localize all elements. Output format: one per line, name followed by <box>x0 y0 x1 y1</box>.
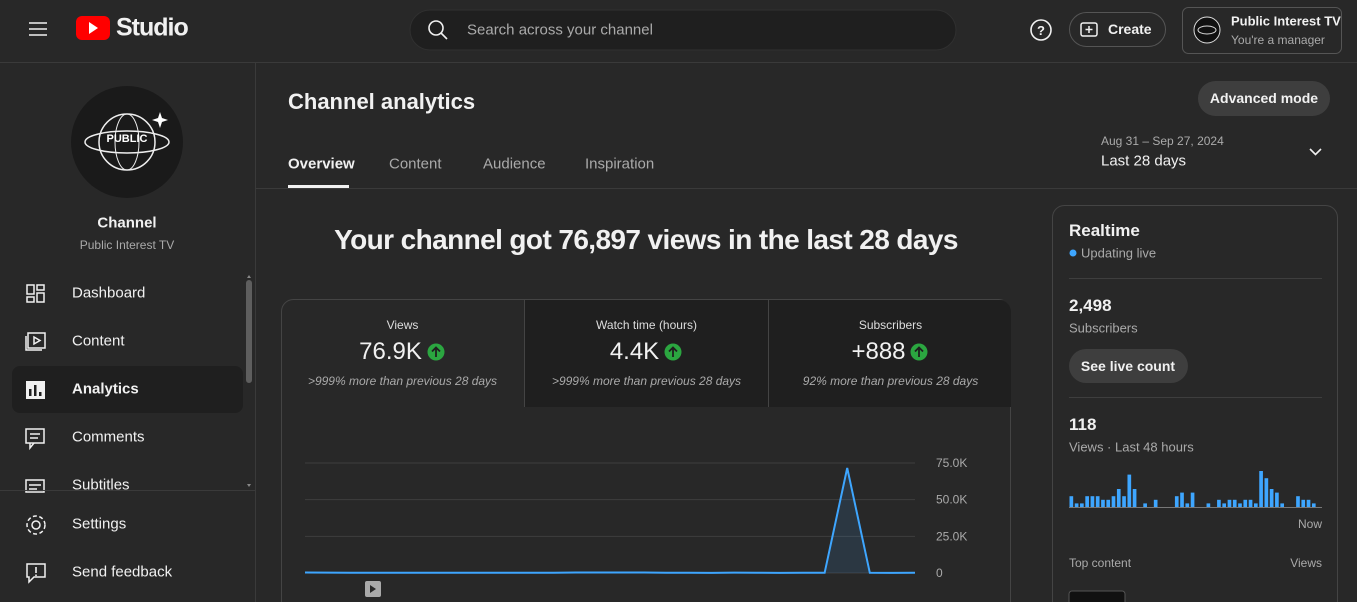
tab[interactable]: Audience <box>483 155 546 173</box>
tab[interactable]: Overview <box>288 155 355 173</box>
account-name[interactable]: Public Interest TV <box>1231 13 1341 29</box>
top-content-label: Top content <box>1069 556 1132 570</box>
bar <box>1090 496 1095 507</box>
bar <box>1074 503 1079 507</box>
bar <box>1248 499 1253 507</box>
metric-value[interactable]: +888 <box>851 338 906 365</box>
nav-item[interactable]: Comments <box>72 428 145 446</box>
bar <box>1080 503 1084 507</box>
bar <box>1238 503 1242 507</box>
period[interactable]: Last 28 days <box>1101 152 1187 170</box>
nav-item[interactable]: Subtitles <box>72 476 130 494</box>
subscribers-label: Subscribers <box>1069 320 1138 336</box>
metric-label: Watch time (hours) <box>596 318 697 332</box>
bar <box>1259 471 1263 507</box>
bar <box>1190 492 1195 507</box>
views-column-label: Views <box>1290 556 1322 570</box>
tab[interactable]: Inspiration <box>585 155 655 173</box>
channel-label: Channel <box>97 214 157 232</box>
views-chart: 0 25.0K 50.0K 75.0K <box>304 456 967 580</box>
advanced-mode-button[interactable]: Advanced mode <box>1209 90 1319 106</box>
bar <box>1301 499 1306 507</box>
metric-label: Views <box>386 318 419 332</box>
bar <box>1095 496 1100 507</box>
bar <box>1217 499 1221 507</box>
nav-item[interactable]: Settings <box>72 515 127 533</box>
search-input[interactable]: Search across your channel <box>467 21 653 39</box>
bar <box>1101 499 1105 507</box>
bar <box>1296 496 1300 507</box>
bar <box>1275 492 1279 507</box>
metric-change: 92% more than previous 28 days <box>802 374 979 388</box>
y-tick-label: 0 <box>936 566 943 580</box>
bar <box>1153 499 1158 507</box>
bar <box>1122 496 1126 507</box>
bar <box>1243 499 1248 507</box>
bar <box>1264 478 1269 507</box>
bar <box>1227 499 1232 507</box>
now-label: Now <box>1297 517 1322 531</box>
bar <box>1311 503 1316 507</box>
realtime-title: Realtime <box>1069 221 1140 240</box>
bar <box>1180 492 1184 507</box>
nav-item[interactable]: Dashboard <box>72 284 146 302</box>
bar <box>1280 503 1285 507</box>
metric-change: >999% more than previous 28 days <box>307 374 498 388</box>
bar <box>1253 503 1258 507</box>
bar <box>1132 489 1137 507</box>
metric-value[interactable]: 4.4K <box>609 338 660 365</box>
nav-item[interactable]: Send feedback <box>72 563 173 581</box>
date-range[interactable]: Aug 31 – Sep 27, 2024 <box>1101 134 1224 148</box>
channel-name: Public Interest TV <box>79 238 175 252</box>
metric-change: >999% more than previous 28 days <box>551 374 742 388</box>
bar <box>1206 503 1211 507</box>
nav-item[interactable]: Content <box>72 332 125 350</box>
metric-value[interactable]: 76.9K <box>359 338 422 365</box>
bar <box>1116 489 1121 507</box>
hourly-views-chart <box>1069 471 1316 507</box>
metric-label: Subscribers <box>858 318 923 332</box>
account-role: You're a manager <box>1231 33 1325 47</box>
y-tick-label: 50.0K <box>936 493 967 507</box>
bar <box>1111 496 1116 507</box>
bar <box>1222 503 1227 507</box>
realtime-status: Updating live <box>1081 245 1157 261</box>
bar <box>1174 496 1179 507</box>
logo-text: Studio <box>116 13 189 42</box>
see-live-count-button[interactable]: See live count <box>1080 358 1176 374</box>
tab[interactable]: Content <box>389 155 442 173</box>
svg-text:PUBLIC: PUBLIC <box>107 133 148 145</box>
create-button[interactable]: Create <box>1108 21 1152 37</box>
page-title: Channel analytics <box>288 89 476 114</box>
bar <box>1143 503 1147 507</box>
svg-text:?: ? <box>1037 23 1045 38</box>
bar <box>1269 489 1274 507</box>
headline: Your channel got 76,897 views in the las… <box>334 224 958 255</box>
area <box>305 467 915 573</box>
y-tick-label: 25.0K <box>936 529 967 543</box>
bar <box>1232 499 1237 507</box>
subscriber-count: 2,498 <box>1069 296 1112 315</box>
views-label: Views · Last 48 hours <box>1069 439 1194 455</box>
bar <box>1185 503 1190 507</box>
nav-item[interactable]: Analytics <box>72 380 139 398</box>
help-button[interactable] <box>1030 19 1052 41</box>
realtime-views: 118 <box>1069 415 1097 434</box>
bar <box>1127 474 1132 507</box>
bar <box>1306 499 1311 507</box>
bar <box>1069 496 1074 507</box>
bar <box>1085 496 1089 507</box>
line <box>304 467 916 574</box>
y-tick-label: 75.0K <box>936 456 967 470</box>
bar <box>1106 499 1111 507</box>
